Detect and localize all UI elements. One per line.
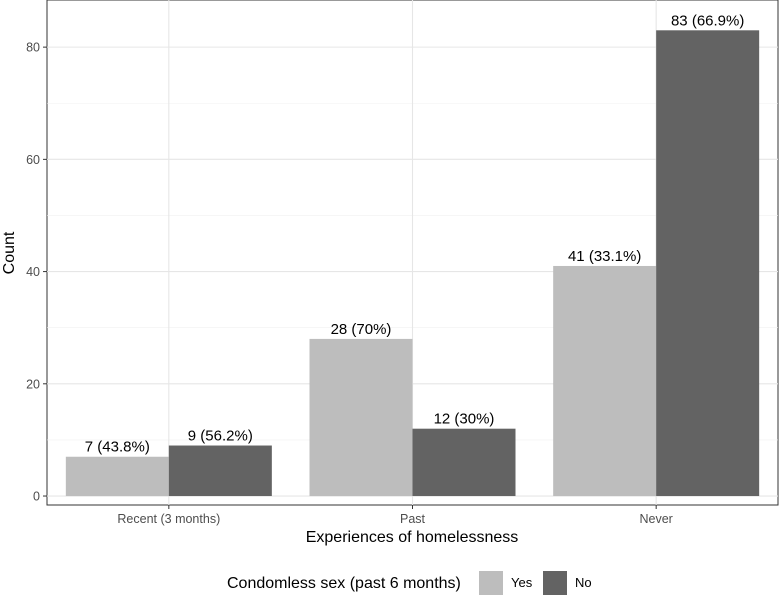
x-tick-label: Recent (3 months)	[117, 512, 220, 526]
data-label: 83 (66.9%)	[671, 12, 744, 29]
bar-yes-2	[309, 338, 413, 497]
bar-no-1	[168, 445, 272, 497]
legend-label: Yes	[511, 575, 533, 590]
data-label: 12 (30%)	[434, 411, 495, 428]
bars	[65, 30, 760, 497]
x-axis: Recent (3 months) Past Never	[117, 505, 673, 526]
legend-label: No	[575, 575, 592, 590]
legend-key-yes	[479, 571, 503, 595]
y-axis-title: Count	[1, 231, 18, 274]
x-tick-label: Past	[400, 512, 426, 526]
legend: Condomless sex (past 6 months) Yes No	[227, 571, 592, 595]
y-axis: 0 20 40 60 80	[26, 41, 47, 504]
legend-title: Condomless sex (past 6 months)	[227, 575, 461, 592]
data-label: 28 (70%)	[331, 321, 392, 338]
x-tick-label: Never	[639, 512, 672, 526]
data-label: 9 (56.2%)	[188, 428, 253, 445]
legend-key-no	[543, 571, 567, 595]
y-tick-label: 60	[26, 153, 40, 167]
data-labels: 7 (43.8%) 28 (70%) 41 (33.1%) 9 (56.2%) 12 (…	[85, 12, 745, 455]
bar-yes-1	[65, 456, 169, 497]
legend-items: Yes No	[479, 571, 592, 595]
bar-no-2	[412, 428, 516, 497]
data-label: 41 (33.1%)	[568, 248, 641, 265]
y-tick-label: 0	[33, 490, 40, 504]
bar-yes-3	[553, 265, 657, 497]
y-tick-label: 20	[26, 377, 40, 391]
data-label: 7 (43.8%)	[85, 439, 150, 456]
x-axis-title: Experiences of homelessness	[306, 529, 519, 546]
bar-no-3	[656, 30, 760, 497]
y-tick-label: 80	[26, 41, 40, 55]
y-tick-label: 40	[26, 265, 40, 279]
